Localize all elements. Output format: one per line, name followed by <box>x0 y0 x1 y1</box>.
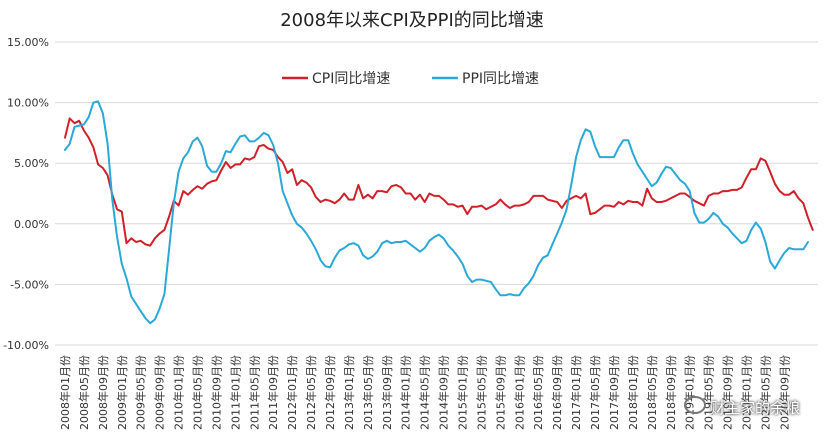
y-tick-label: 0.00% <box>14 218 49 231</box>
x-tick-label: 2014年09月份 <box>437 355 451 430</box>
legend-label: PPI同比增速 <box>462 71 539 87</box>
y-axis: -10.00% -5.00% 0.00% 5.00% 10.00% 15.00% <box>3 36 49 352</box>
x-tick-label: 2012年09月份 <box>323 355 337 430</box>
x-tick-label: 2018年05月份 <box>645 355 659 430</box>
x-tick-label: 2018年09月份 <box>664 355 678 430</box>
x-tick-label: 2012年01月份 <box>285 355 299 430</box>
x-tick-label: 2017年05月份 <box>588 355 602 430</box>
x-tick-label: 2019年09月份 <box>721 355 735 430</box>
x-tick-label: 2014年05月份 <box>418 355 432 430</box>
x-tick-label: 2011年01月份 <box>228 355 242 430</box>
legend: CPI同比增速 PPI同比增速 <box>282 71 539 87</box>
x-tick-label: 2013年01月份 <box>342 355 356 430</box>
x-tick-label: 2017年01月份 <box>569 355 583 430</box>
y-tick-label: 15.00% <box>7 36 49 49</box>
x-tick-label: 2020年09月份 <box>777 355 791 430</box>
y-tick-label: -5.00% <box>10 278 49 291</box>
x-tick-label: 2011年05月份 <box>247 355 261 430</box>
x-tick-label: 2008年01月份 <box>58 355 72 430</box>
x-tick-label: 2009年01月份 <box>115 355 129 430</box>
y-tick-label: 5.00% <box>14 157 49 170</box>
x-tick-label: 2010年01月份 <box>172 355 186 430</box>
x-tick-label: 2018年01月份 <box>626 355 640 430</box>
x-tick-label: 2020年05月份 <box>758 355 772 430</box>
legend-label: CPI同比增速 <box>312 71 390 87</box>
x-tick-label: 2019年01月份 <box>683 355 697 430</box>
watermark-text: 财主家的余粮 <box>709 399 800 417</box>
x-tick-label: 2020年01月份 <box>739 355 753 430</box>
wechat-icon <box>683 396 706 414</box>
ppi-series-line <box>64 100 809 325</box>
x-tick-label: 2012年05月份 <box>304 355 318 430</box>
x-tick-label: 2015年01月份 <box>456 355 470 430</box>
x-tick-label: 2013年09月份 <box>380 355 394 430</box>
x-tick-label: 2011年09月份 <box>266 355 280 430</box>
x-tick-label: 2010年05月份 <box>191 355 205 430</box>
x-tick-label: 2016年01月份 <box>512 355 526 430</box>
watermark: 财主家的余粮 <box>683 396 800 418</box>
x-tick-label: 2015年09月份 <box>493 355 507 430</box>
x-tick-label: 2019年05月份 <box>702 355 716 430</box>
gridlines <box>55 41 818 346</box>
chart-title: 2008年以来CPI及PPI的同比增速 <box>280 10 544 31</box>
x-tick-label: 2009年09月份 <box>153 355 167 430</box>
y-tick-label: 10.00% <box>7 97 49 110</box>
x-tick-label: 2015年05月份 <box>474 355 488 430</box>
x-tick-label: 2013年05月份 <box>361 355 375 430</box>
series-group <box>64 100 814 325</box>
y-tick-label: -10.00% <box>3 339 49 352</box>
cpi-series-line <box>64 117 814 247</box>
x-axis: 2008年01月份 2008年05月份 2008年09月份 2009年01月份 2009… <box>58 355 791 430</box>
x-tick-label: 2016年05月份 <box>531 355 545 430</box>
x-tick-label: 2010年09月份 <box>209 355 223 430</box>
x-tick-label: 2016年09月份 <box>550 355 564 430</box>
x-tick-label: 2008年05月份 <box>77 355 91 430</box>
x-tick-label: 2009年05月份 <box>134 355 148 430</box>
x-tick-label: 2008年09月份 <box>96 355 110 430</box>
x-tick-label: 2017年09月份 <box>607 355 621 430</box>
x-tick-label: 2014年01月份 <box>399 355 413 430</box>
